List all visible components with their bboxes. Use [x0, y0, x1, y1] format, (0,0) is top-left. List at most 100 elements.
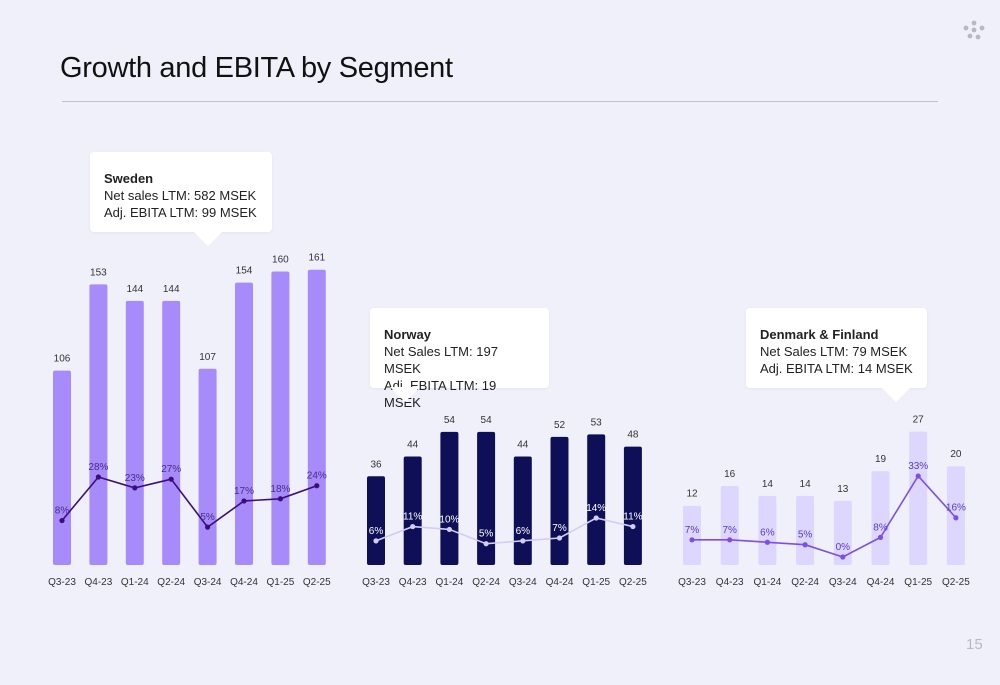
ebita-label-sweden-Q3-23: 8% — [55, 506, 70, 517]
bar-denmark-finland-Q2-24 — [796, 495, 815, 565]
bar-sweden-Q4-23 — [89, 284, 108, 565]
x-label-norway-Q3-23: Q3-23 — [362, 577, 390, 588]
value-label-norway-Q1-25: 53 — [591, 417, 603, 428]
ebita-point-denmark-finland-Q3-23 — [689, 537, 695, 543]
ebita-label-denmark-finland-Q1-24: 6% — [760, 527, 775, 538]
ebita-label-sweden-Q3-24: 5% — [200, 512, 215, 523]
ebita-label-sweden-Q1-24: 23% — [125, 473, 145, 484]
value-label-norway-Q4-24: 52 — [554, 420, 566, 431]
value-label-norway-Q2-25: 48 — [627, 430, 639, 441]
callout-norway: Norway Net Sales LTM: 197 MSEK Adj. EBIT… — [370, 308, 549, 410]
ebita-point-denmark-finland-Q4-24 — [877, 534, 884, 540]
x-label-sweden-Q3-24: Q3-24 — [194, 577, 222, 588]
title-divider — [62, 101, 938, 102]
x-label-norway-Q4-24: Q4-24 — [546, 577, 574, 588]
bar-norway-Q1-24 — [440, 431, 459, 565]
bar-denmark-finland-Q3-23 — [683, 505, 701, 565]
ebita-label-norway-Q3-24: 6% — [516, 526, 531, 537]
ebita-point-sweden-Q2-24 — [168, 476, 174, 482]
bar-denmark-finland-Q4-24 — [871, 471, 890, 565]
ebita-point-norway-Q3-24 — [520, 538, 526, 544]
ebita-margin-line-sweden — [61, 476, 318, 529]
value-label-denmark-finland-Q1-24: 14 — [762, 479, 774, 490]
x-label-denmark-finland-Q4-24: Q4-24 — [867, 577, 895, 588]
ebita-label-sweden-Q2-24: 27% — [161, 464, 181, 475]
bar-sweden-Q1-25 — [271, 271, 290, 565]
value-label-norway-Q1-24: 54 — [444, 415, 456, 426]
bar-sweden-Q3-23 — [53, 370, 71, 565]
ebita-label-denmark-finland-Q2-24: 5% — [798, 530, 813, 541]
x-label-sweden-Q3-23: Q3-23 — [48, 577, 76, 588]
value-label-sweden-Q1-25: 160 — [272, 255, 289, 266]
value-label-sweden-Q2-25: 161 — [308, 253, 325, 264]
callout-norway-title: Norway — [384, 327, 431, 342]
ebita-point-sweden-Q3-23 — [59, 517, 65, 524]
x-label-denmark-finland-Q4-23: Q4-23 — [716, 577, 744, 588]
ebita-point-sweden-Q4-24 — [241, 498, 247, 504]
bar-norway-Q2-24 — [477, 431, 496, 565]
x-label-norway-Q3-24: Q3-24 — [509, 577, 537, 588]
x-label-sweden-Q2-25: Q2-25 — [303, 577, 331, 588]
x-label-norway-Q1-24: Q1-24 — [436, 577, 464, 588]
ebita-point-denmark-finland-Q2-24 — [802, 542, 808, 548]
bar-denmark-finland-Q1-24 — [758, 495, 777, 565]
x-label-denmark-finland-Q1-24: Q1-24 — [754, 577, 782, 588]
bar-norway-Q3-23 — [367, 476, 385, 565]
ebita-label-denmark-finland-Q1-25: 33% — [908, 461, 928, 472]
ebita-label-norway-Q2-25: 11% — [623, 512, 642, 523]
ebita-point-denmark-finland-Q4-23 — [727, 537, 733, 543]
value-label-denmark-finland-Q3-23: 12 — [686, 489, 698, 500]
value-label-denmark-finland-Q2-24: 14 — [800, 479, 812, 490]
ebita-label-norway-Q1-25: 14% — [586, 503, 606, 514]
x-label-denmark-finland-Q1-25: Q1-25 — [904, 577, 932, 588]
ebita-point-norway-Q3-23 — [373, 538, 379, 544]
x-label-denmark-finland-Q2-24: Q2-24 — [791, 577, 819, 588]
bar-norway-Q4-23 — [403, 456, 422, 565]
x-label-sweden-Q1-24: Q1-24 — [121, 577, 149, 588]
ebita-label-norway-Q4-24: 7% — [552, 523, 567, 534]
value-label-sweden-Q2-24: 144 — [163, 284, 180, 295]
ebita-point-norway-Q1-25 — [593, 515, 599, 521]
value-label-norway-Q4-23: 44 — [407, 440, 419, 451]
ebita-point-sweden-Q4-23 — [95, 474, 101, 480]
x-label-norway-Q1-25: Q1-25 — [582, 577, 610, 588]
bar-denmark-finland-Q3-24 — [833, 500, 852, 565]
callout-denmark-finland-net-sales: Net Sales LTM: 79 MSEK — [760, 344, 908, 359]
bar-sweden-Q2-25 — [307, 269, 326, 565]
page-number: 15 — [966, 636, 983, 653]
callout-sweden: Sweden Net sales LTM: 582 MSEK Adj. EBIT… — [90, 152, 272, 246]
callout-norway-net-sales: Net Sales LTM: 197 MSEK — [384, 344, 498, 376]
ebita-point-norway-Q1-24 — [446, 526, 452, 533]
ebita-point-norway-Q4-23 — [410, 523, 416, 530]
ebita-label-denmark-finland-Q2-25: 16% — [946, 503, 966, 514]
bar-denmark-finland-Q4-23 — [720, 485, 739, 565]
value-label-sweden-Q4-24: 154 — [236, 266, 253, 277]
chart-norway: 36 Q3-23 44 Q4-23 54 Q1-24 54 Q2-24 44 Q3-24 52 Q4-… — [362, 415, 647, 588]
ebita-label-sweden-Q4-23: 28% — [88, 462, 108, 473]
ebita-margin-line-norway — [375, 517, 634, 545]
bar-norway-Q4-24 — [550, 436, 569, 565]
ebita-label-norway-Q2-24: 5% — [479, 529, 494, 540]
value-label-denmark-finland-Q1-25: 27 — [913, 415, 925, 426]
brand-logo-icon — [963, 20, 985, 40]
bar-norway-Q3-24 — [513, 456, 532, 565]
x-label-norway-Q4-23: Q4-23 — [399, 577, 427, 588]
ebita-label-norway-Q1-24: 10% — [439, 514, 459, 525]
x-label-sweden-Q1-25: Q1-25 — [267, 577, 295, 588]
x-label-norway-Q2-25: Q2-25 — [619, 577, 647, 588]
x-label-sweden-Q4-24: Q4-24 — [230, 577, 258, 588]
value-label-denmark-finland-Q3-24: 13 — [837, 484, 849, 495]
ebita-label-sweden-Q4-24: 17% — [234, 486, 254, 497]
ebita-point-denmark-finland-Q3-24 — [840, 554, 846, 560]
page-title: Growth and EBITA by Segment — [60, 52, 453, 84]
bar-sweden-Q1-24 — [125, 300, 144, 565]
x-label-denmark-finland-Q2-25: Q2-25 — [942, 577, 970, 588]
ebita-point-norway-Q4-24 — [556, 535, 563, 541]
ebita-label-sweden-Q2-25: 24% — [307, 471, 327, 482]
ebita-point-sweden-Q1-24 — [132, 485, 138, 491]
callout-sweden-net-sales: Net sales LTM: 582 MSEK — [104, 188, 257, 203]
ebita-label-denmark-finland-Q4-23: 7% — [722, 525, 737, 536]
ebita-point-sweden-Q2-25 — [314, 483, 320, 489]
ebita-label-norway-Q4-23: 11% — [403, 512, 422, 523]
